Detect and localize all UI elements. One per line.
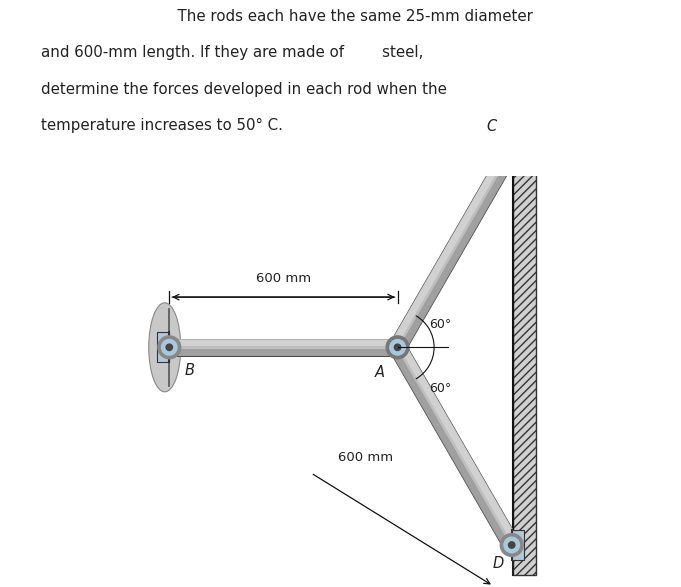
Text: D: D [492, 556, 504, 571]
Text: 60°: 60° [430, 318, 452, 331]
Polygon shape [170, 339, 398, 346]
Text: A: A [375, 365, 384, 380]
Text: 600 mm: 600 mm [256, 272, 311, 285]
Text: C: C [486, 119, 496, 134]
Circle shape [390, 339, 405, 355]
Ellipse shape [148, 303, 180, 392]
Polygon shape [390, 145, 519, 352]
Polygon shape [170, 349, 398, 356]
Text: 600 mm: 600 mm [338, 451, 394, 464]
Circle shape [501, 138, 523, 161]
Text: and 600-mm length. If they are made of        steel,: and 600-mm length. If they are made of s… [41, 45, 423, 60]
Polygon shape [390, 348, 511, 549]
Polygon shape [170, 339, 398, 356]
Circle shape [158, 336, 180, 359]
Polygon shape [390, 343, 519, 549]
Polygon shape [398, 343, 519, 544]
Bar [157, 332, 170, 362]
Circle shape [161, 339, 177, 355]
Text: determine the forces developed in each rod when the: determine the forces developed in each r… [41, 82, 447, 97]
Circle shape [509, 542, 515, 548]
Circle shape [386, 336, 409, 359]
Polygon shape [398, 150, 519, 352]
Bar [513, 120, 536, 575]
Text: temperature increases to 50° C.: temperature increases to 50° C. [41, 118, 283, 133]
Bar [511, 530, 524, 560]
Circle shape [504, 537, 520, 553]
Polygon shape [390, 145, 511, 347]
Circle shape [166, 344, 172, 350]
Circle shape [504, 142, 520, 157]
Circle shape [394, 344, 400, 350]
Circle shape [501, 534, 523, 556]
Bar [511, 135, 524, 164]
Text: B: B [185, 363, 195, 377]
Text: 60°: 60° [430, 382, 452, 394]
Text: The rods each have the same 25-mm diameter: The rods each have the same 25-mm diamet… [148, 9, 533, 24]
Circle shape [509, 146, 515, 153]
